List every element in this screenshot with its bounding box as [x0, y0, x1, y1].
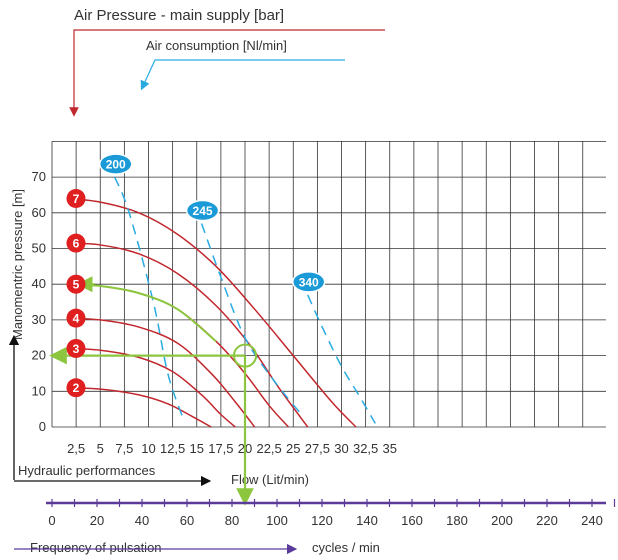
consumption-badge-label: 340	[299, 275, 319, 289]
pressure-badge-6	[66, 233, 86, 253]
frequency-tick-label: 200	[491, 513, 513, 528]
x-tick-label: 22,5	[256, 441, 281, 456]
x-axis-label: Flow (Lit/min)	[231, 472, 309, 487]
consumption-curve-340	[307, 294, 376, 424]
consumption-curve-245	[200, 223, 304, 417]
x-tick-label: 17,5	[208, 441, 233, 456]
consumption-curves	[114, 176, 376, 424]
frequency-tick-label: 220	[536, 513, 558, 528]
x-tick-label: 5	[97, 441, 104, 456]
pressure-badge-4	[66, 308, 86, 328]
y-tick-label: 50	[32, 241, 46, 256]
frequency-tick-label: 180	[446, 513, 468, 528]
frequency-axis-label: Frequency of pulsation	[30, 540, 162, 555]
x-tick-label: 25	[286, 441, 300, 456]
x-tick-label: 32,5	[353, 441, 378, 456]
frequency-tick-label: 120	[311, 513, 333, 528]
y-axis-label: Manomentric pressure [m]	[10, 189, 25, 340]
frequency-tick-label: 0	[48, 513, 55, 528]
frequency-tick-label: 100	[266, 513, 288, 528]
title-pointer-line	[69, 29, 385, 117]
frequency-tick-label: 20	[90, 513, 104, 528]
pressure-badge-label: 6	[73, 237, 80, 251]
y-tick-label: 70	[32, 169, 46, 184]
frequency-tick-label: 80	[225, 513, 239, 528]
chart-title: Air Pressure - main supply [bar]	[74, 7, 284, 24]
x-tick-label: 15	[190, 441, 204, 456]
x-tick-label: 35	[383, 441, 397, 456]
x-tick-label: 2,5	[67, 441, 85, 456]
consumption-badge-label: 245	[193, 204, 213, 218]
consumption-badges: 200 245 340	[98, 153, 326, 293]
consumption-badge-340	[291, 271, 326, 293]
pressure-badges: 2 3 4 5 6 7	[66, 189, 86, 398]
operating-point-marker	[233, 343, 257, 368]
pressure-curves	[66, 197, 357, 428]
operating-pressure-guide	[66, 283, 217, 343]
x-tick-label: 12,5	[160, 441, 185, 456]
y-tick-labels: 0 10 20 30 40 50 60 70	[32, 169, 46, 434]
pressure-curve-7-bar	[66, 197, 357, 428]
frequency-tick-label: 240	[581, 513, 603, 528]
pressure-curve-4-bar	[66, 317, 256, 428]
y-tick-label: 40	[32, 276, 46, 291]
corner-label: Hydraulic performances	[18, 463, 156, 478]
x-tick-label: 10	[141, 441, 155, 456]
pressure-badge-label: 3	[73, 342, 80, 356]
pressure-badge-7	[66, 189, 86, 209]
y-tick-label: 10	[32, 383, 46, 398]
pressure-badge-5	[66, 274, 86, 294]
pressure-badge-3	[66, 338, 86, 358]
consumption-badge-200	[98, 153, 133, 175]
y-tick-label: 60	[32, 205, 46, 220]
x-tick-label: 7,5	[115, 441, 133, 456]
subtitle-pointer-line	[140, 59, 345, 91]
pressure-badge-label: 7	[73, 192, 80, 206]
pressure-curve-3-bar	[66, 347, 236, 428]
pressure-badge-2	[66, 378, 86, 398]
x-tick-label: 30	[334, 441, 348, 456]
frequency-axis: 0 20 40 60 80 100 120 140 160 180 200 220 240	[46, 499, 616, 528]
y-tick-label: 0	[39, 419, 46, 434]
pressure-badge-label: 2	[73, 381, 80, 395]
operating-point-guides	[49, 276, 257, 506]
y-tick-label: 30	[32, 312, 46, 327]
frequency-tick-label: 60	[180, 513, 194, 528]
grid	[51, 140, 606, 428]
chart-subtitle: Air consumption [Nl/min]	[146, 38, 287, 53]
consumption-badge-label: 200	[106, 158, 126, 172]
frequency-tick-label: 160	[401, 513, 423, 528]
frequency-unit-label: cycles / min	[312, 540, 380, 555]
pressure-curve-2-bar	[66, 386, 212, 428]
pressure-badge-label: 5	[73, 278, 80, 292]
pressure-badge-label: 4	[73, 312, 80, 326]
frequency-tick-label: 40	[135, 513, 149, 528]
y-tick-label: 20	[32, 348, 46, 363]
consumption-badge-245	[185, 199, 220, 222]
pressure-curve-6-bar	[66, 242, 309, 428]
consumption-curve-200	[114, 176, 183, 417]
frequency-tick-label: 140	[356, 513, 378, 528]
x-tick-label: 27,5	[305, 441, 330, 456]
